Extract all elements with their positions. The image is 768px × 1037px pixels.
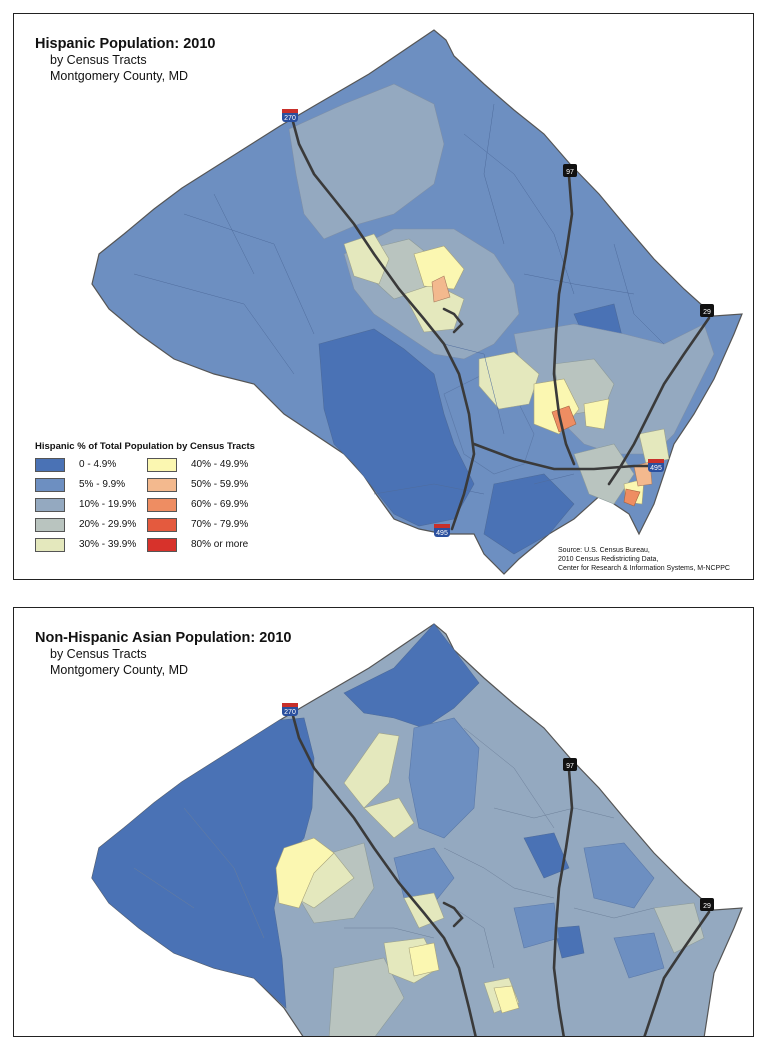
tract-boundaries [133, 103, 665, 495]
highways [290, 116, 711, 531]
map-subtitle-tracts: by Census Tracts [50, 647, 147, 661]
tract-60-b [623, 488, 641, 507]
hispanic-map-panel: 270 97 29 495 495 Hispanic Population: 2… [13, 13, 754, 580]
tract-30-a [343, 732, 400, 809]
tract-20-c [653, 902, 705, 954]
legend-swatch-8 [147, 518, 177, 532]
legend-swatch-5 [147, 458, 177, 472]
interstate-270-shield: 270 [282, 109, 298, 122]
legend-swatch-1 [35, 478, 65, 492]
tract-50-b [633, 461, 653, 487]
shield-label-97: 97 [566, 763, 574, 770]
tract-boundaries [133, 727, 655, 969]
legend-swatch-4 [35, 538, 65, 552]
tract-5-e [613, 932, 665, 979]
legend-label-0: 0 - 4.9% [79, 459, 117, 470]
tract-40-c [583, 398, 610, 430]
hispanic-county-map: 270 97 29 495 495 [91, 29, 743, 575]
tract-5-d [513, 902, 560, 949]
map-title: Hispanic Population: 2010 [35, 36, 216, 52]
tract-30-d [638, 428, 670, 465]
tract-40-a [275, 837, 335, 909]
asian-county-map: 270 97 29 [91, 623, 743, 1036]
legend-swatch-7 [147, 498, 177, 512]
tract-20-c [573, 443, 635, 505]
shield-label-495-east: 495 [650, 465, 662, 472]
legend-label-3: 20% - 29.9% [79, 519, 137, 530]
legend-label-8: 70% - 79.9% [191, 519, 249, 530]
tract-5-c [393, 847, 455, 904]
tract-mid-north [288, 83, 445, 240]
shield-label-270: 270 [284, 709, 296, 716]
legend-label-7: 60% - 69.9% [191, 499, 249, 510]
source-line-1: Source: U.S. Census Bureau, [558, 547, 650, 554]
legend-label-2: 10% - 19.9% [79, 499, 137, 510]
route-97-shield: 97 [563, 758, 577, 771]
asian-map-panel: 270 97 29 Non-Hispanic Asian Population:… [13, 607, 754, 1037]
legend-label-9: 80% or more [191, 539, 249, 550]
tract-dark-north [343, 623, 480, 729]
route-29-shield: 29 [700, 304, 714, 317]
map-subtitle-county: Montgomery County, MD [50, 663, 189, 677]
hispanic-title-block: Hispanic Population: 2010 by Census Trac… [35, 36, 216, 84]
tract-40-c [493, 985, 520, 1014]
tract-30-b [363, 797, 415, 839]
source-line-2: 2010 Census Redistricting Data, [558, 556, 659, 563]
shield-label-29: 29 [703, 903, 711, 910]
tract-dark-southeast [553, 925, 585, 959]
route-97-shield: 97 [563, 164, 577, 177]
source-line-3: Center for Research & Information System… [558, 565, 730, 572]
shield-label-270: 270 [284, 115, 296, 122]
tract-50-a [431, 275, 451, 303]
legend-swatch-9 [147, 538, 177, 552]
interstate-495-shield-south: 495 [434, 524, 450, 537]
tract-dark-south [483, 473, 575, 555]
legend-title: Hispanic % of Total Population by Census… [35, 441, 255, 452]
legend-label-5: 40% - 49.9% [191, 459, 249, 470]
source-note: Source: U.S. Census Bureau, 2010 Census … [558, 546, 730, 573]
legend-swatch-0 [35, 458, 65, 472]
tract-dark-west [318, 328, 475, 527]
legend-label-6: 50% - 59.9% [191, 479, 249, 490]
highways [290, 710, 711, 1036]
legend-swatch-6 [147, 478, 177, 492]
interstate-495-shield-east: 495 [648, 459, 664, 472]
asian-title-block: Non-Hispanic Asian Population: 2010 by C… [35, 630, 291, 678]
map-subtitle-tracts: by Census Tracts [50, 53, 147, 67]
shield-label-97: 97 [566, 169, 574, 176]
shield-label-495-south: 495 [436, 530, 448, 537]
tract-5-b [583, 842, 655, 909]
tract-5-a [408, 717, 480, 839]
legend-swatch-2 [35, 498, 65, 512]
map-title: Non-Hispanic Asian Population: 2010 [35, 630, 292, 646]
legend-swatch-3 [35, 518, 65, 532]
interstate-270-shield: 270 [282, 703, 298, 716]
tract-40-b [408, 942, 440, 977]
legend-grid: 0 - 4.9% 5% - 9.9% 10% - 19.9% 20% - 29.… [35, 458, 295, 558]
tract-40-a [413, 245, 465, 290]
legend-label-1: 5% - 9.9% [79, 479, 126, 490]
shield-label-29: 29 [703, 309, 711, 316]
route-29-shield: 29 [700, 898, 714, 911]
map-subtitle-county: Montgomery County, MD [50, 69, 189, 83]
tract-dark-center [523, 832, 570, 879]
legend-label-4: 30% - 39.9% [79, 539, 137, 550]
tract-30-a [343, 233, 390, 285]
legend: Hispanic % of Total Population by Census… [35, 441, 295, 558]
